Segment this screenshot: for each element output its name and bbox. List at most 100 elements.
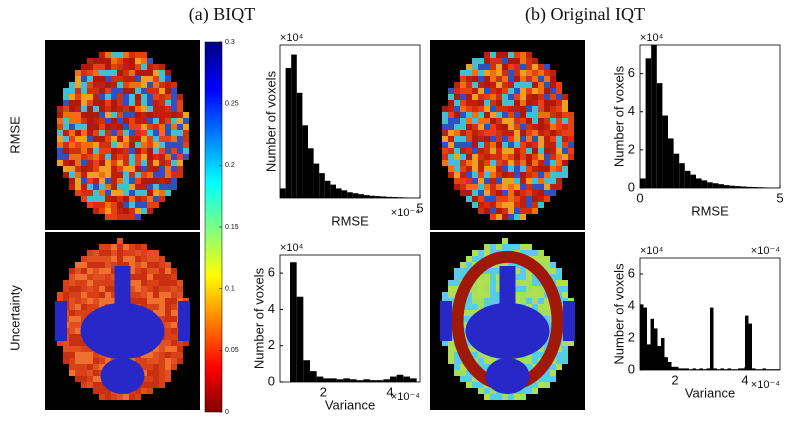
brain-pixel — [111, 136, 117, 142]
brain-pixel — [538, 184, 544, 190]
brain-pixel — [496, 124, 502, 130]
brain-pixel — [448, 118, 454, 124]
brain-pixel — [111, 154, 117, 160]
brain-pixel — [502, 136, 508, 142]
brain-pixel — [105, 148, 111, 154]
brain-pixel — [153, 190, 159, 196]
brain-pixel — [81, 352, 87, 358]
bar — [710, 307, 714, 370]
bar — [392, 197, 398, 198]
brain-pixel — [75, 352, 81, 358]
brain-pixel — [177, 106, 183, 112]
brain-pixel — [111, 70, 117, 76]
brain-pixel — [105, 214, 111, 220]
brain-pixel — [99, 130, 105, 136]
brain-pixel — [520, 190, 526, 196]
brain-pixel — [75, 70, 81, 76]
bar — [773, 369, 777, 370]
brain-pixel — [460, 160, 466, 166]
bar — [769, 369, 773, 370]
brain-pixel — [105, 70, 111, 76]
brain-pixel — [99, 244, 105, 250]
brain-pixel — [478, 274, 484, 280]
brain-pixel — [135, 262, 141, 268]
brain-pixel — [87, 250, 93, 256]
brain-pixel — [532, 280, 538, 286]
brain-pixel — [183, 154, 189, 160]
brain-pixel — [81, 166, 87, 172]
brain-pixel — [117, 94, 123, 100]
bar — [776, 369, 780, 370]
brain-pixel — [556, 118, 562, 124]
brain-pixel — [159, 160, 165, 166]
brain-pixel — [57, 292, 63, 298]
brain-pixel — [484, 184, 490, 190]
brain-pixel — [105, 202, 111, 208]
brain-pixel — [105, 262, 111, 268]
brain-pixel — [502, 58, 508, 64]
brain-pixel — [448, 172, 454, 178]
bar — [347, 192, 353, 198]
brain-pixel — [129, 130, 135, 136]
plot-area — [279, 254, 421, 383]
brain-pixel — [454, 178, 460, 184]
brain-pixel — [466, 346, 472, 352]
brain-pixel — [87, 256, 93, 262]
brain-pixel — [532, 136, 538, 142]
brain-pixel — [484, 292, 490, 298]
brain-pixel — [159, 358, 165, 364]
brain-pixel — [105, 196, 111, 202]
brain-pixel — [454, 184, 460, 190]
brain-pixel — [496, 202, 502, 208]
brain-pixel — [442, 130, 448, 136]
brain-pixel — [81, 382, 87, 388]
brain-pixel — [129, 94, 135, 100]
brain-pixel — [147, 136, 153, 142]
brain-pixel — [87, 274, 93, 280]
brain-pixel — [490, 184, 496, 190]
brain-pixel — [57, 148, 63, 154]
brain-pixel — [105, 142, 111, 148]
brain-pixel — [466, 82, 472, 88]
brain-pixel — [532, 256, 538, 262]
brain-pixel — [171, 118, 177, 124]
brain-pixel — [520, 76, 526, 82]
brain-pixel — [153, 100, 159, 106]
brain-pixel — [472, 196, 478, 202]
brain-pixel — [117, 196, 123, 202]
brain-pixel — [556, 112, 562, 118]
brain-pixel — [63, 130, 69, 136]
brain-pixel — [87, 112, 93, 118]
brain-pixel — [147, 112, 153, 118]
brain-pixel — [484, 166, 490, 172]
brain-pixel — [550, 100, 556, 106]
brain-pixel — [141, 100, 147, 106]
brain-pixel — [99, 262, 105, 268]
brain-pixel — [484, 118, 490, 124]
brain-pixel — [81, 340, 87, 346]
brain-pixel — [532, 148, 538, 154]
brain-pixel — [448, 340, 454, 346]
brain-pixel — [81, 346, 87, 352]
brain-pixel — [496, 142, 502, 148]
bar — [717, 369, 721, 370]
brain-pixel — [448, 160, 454, 166]
brain-pixel — [117, 64, 123, 70]
brain-pixel — [93, 112, 99, 118]
bar — [682, 368, 686, 370]
brain-pixel — [550, 124, 556, 130]
brain-pixel — [123, 100, 129, 106]
brain-pixel — [99, 52, 105, 58]
brain-pixel — [135, 202, 141, 208]
brain-pixel — [484, 154, 490, 160]
brain-pixel — [153, 268, 159, 274]
brain-pixel — [123, 160, 129, 166]
brain-pixel — [568, 130, 574, 136]
brain-pixel — [159, 196, 165, 202]
brain-pixel — [135, 280, 141, 286]
brain-pixel — [135, 388, 141, 394]
brain-pixel — [147, 262, 153, 268]
brain-pixel — [526, 112, 532, 118]
brain-pixel — [75, 178, 81, 184]
brain-pixel — [484, 364, 490, 370]
